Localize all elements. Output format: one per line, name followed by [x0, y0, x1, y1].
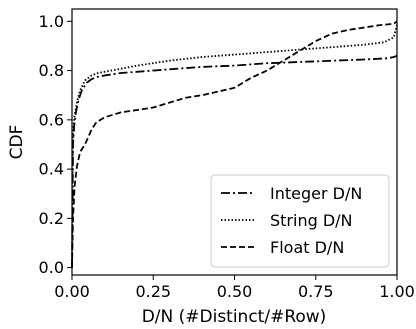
y-tick-label: 0.4 — [39, 160, 64, 179]
legend-label-string: String D/N — [270, 211, 353, 230]
x-tick-label: 0.25 — [135, 282, 171, 301]
legend-label-integer: Integer D/N — [270, 184, 362, 203]
x-tick-label: 0.50 — [217, 282, 253, 301]
y-tick-label: 0.6 — [39, 110, 64, 129]
x-tick-label: 1.00 — [379, 282, 415, 301]
y-tick-label: 0.2 — [39, 209, 64, 228]
series-line-integer — [71, 54, 398, 268]
series-line-string — [71, 24, 398, 268]
x-axis-label: D/N (#Distinct/#Row) — [142, 307, 327, 327]
legend-label-float: Float D/N — [270, 238, 344, 257]
plot-area — [71, 20, 398, 268]
y-tick-label: 1.0 — [39, 12, 64, 31]
series-line-float — [71, 20, 398, 268]
x-tick-label: 0.75 — [298, 282, 334, 301]
tick-layer: 0.00 0.25 0.50 0.75 1.00 0.0 0.2 0.4 0.6 0.8 1.0 — [39, 12, 415, 301]
plot-frame — [71, 8, 398, 276]
y-tick-label: 0.8 — [39, 61, 64, 80]
x-tick-label: 0.00 — [54, 282, 90, 301]
y-axis-label: CDF — [7, 125, 27, 160]
legend: Integer D/N String D/N Float D/N — [210, 174, 390, 268]
y-tick-label: 0.0 — [39, 258, 64, 277]
y-axis-label-group: CDF — [7, 125, 27, 160]
legend-box — [210, 174, 390, 268]
